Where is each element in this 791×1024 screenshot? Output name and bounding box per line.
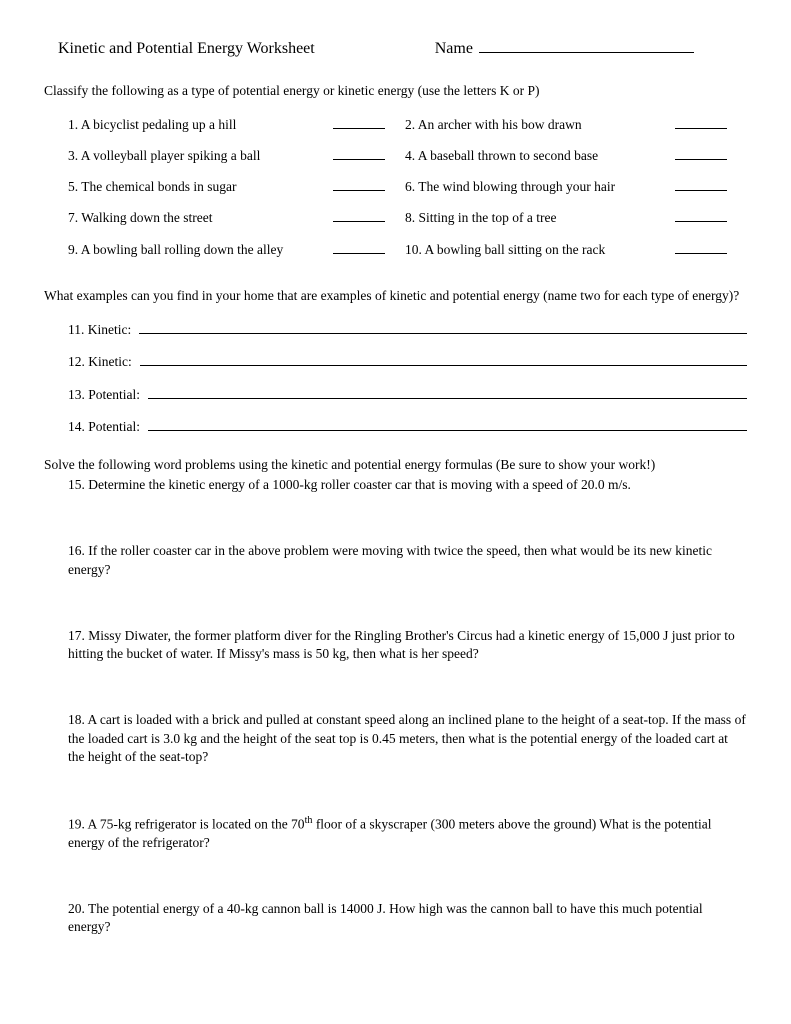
classify-item: 4. A baseball thrown to second base — [405, 147, 675, 165]
instruction-examples: What examples can you find in your home … — [44, 287, 747, 305]
fillin-blank-line[interactable] — [140, 354, 747, 366]
fillin-label: 14. Potential: — [68, 418, 140, 436]
answer-blank[interactable] — [333, 210, 385, 222]
answer-blank[interactable] — [675, 148, 727, 160]
instruction-classify: Classify the following as a type of pote… — [44, 82, 747, 100]
fillin-list: 11. Kinetic: 12. Kinetic: 13. Potential: 14… — [68, 321, 747, 436]
fillin-blank-line[interactable] — [148, 419, 747, 431]
classify-item: 7. Walking down the street — [68, 209, 333, 227]
classify-item: 2. An archer with his bow drawn — [405, 116, 675, 134]
classify-item: 5. The chemical bonds in sugar — [68, 178, 333, 196]
fillin-row: 14. Potential: — [68, 418, 747, 436]
fillin-row: 12. Kinetic: — [68, 353, 747, 371]
worksheet-page: Kinetic and Potential Energy Worksheet N… — [0, 0, 791, 1024]
classify-item: 6. The wind blowing through your hair — [405, 178, 675, 196]
word-problem-item: 18. A cart is loaded with a brick and pu… — [68, 711, 747, 766]
fillin-label: 11. Kinetic: — [68, 321, 131, 339]
fillin-label: 13. Potential: — [68, 386, 140, 404]
word-problem-item: 20. The potential energy of a 40-kg cann… — [68, 900, 747, 936]
fillin-blank-line[interactable] — [148, 387, 747, 399]
answer-blank[interactable] — [333, 117, 385, 129]
fillin-blank-line[interactable] — [139, 322, 747, 334]
word-problem-item: 15. Determine the kinetic energy of a 10… — [68, 476, 747, 494]
classify-item: 10. A bowling ball sitting on the rack — [405, 241, 675, 259]
answer-blank[interactable] — [675, 117, 727, 129]
fillin-label: 12. Kinetic: — [68, 353, 132, 371]
name-label: Name — [435, 38, 473, 60]
word-problem-item: 16. If the roller coaster car in the abo… — [68, 542, 747, 578]
answer-blank[interactable] — [333, 148, 385, 160]
answer-blank[interactable] — [675, 210, 727, 222]
fillin-row: 13. Potential: — [68, 386, 747, 404]
classify-item: 9. A bowling ball rolling down the alley — [68, 241, 333, 259]
classify-row: 7. Walking down the street 8. Sitting in … — [68, 209, 747, 227]
word-problem-list: 15. Determine the kinetic energy of a 10… — [68, 476, 747, 936]
classify-row: 9. A bowling ball rolling down the alley… — [68, 241, 747, 259]
classify-item: 8. Sitting in the top of a tree — [405, 209, 675, 227]
classify-item: 3. A volleyball player spiking a ball — [68, 147, 333, 165]
classify-row: 1. A bicyclist pedaling up a hill 2. An a… — [68, 116, 747, 134]
fillin-row: 11. Kinetic: — [68, 321, 747, 339]
answer-blank[interactable] — [675, 179, 727, 191]
classify-row: 3. A volleyball player spiking a ball 4. … — [68, 147, 747, 165]
header-row: Kinetic and Potential Energy Worksheet N… — [44, 38, 747, 60]
classify-item: 1. A bicyclist pedaling up a hill — [68, 116, 333, 134]
classify-row: 5. The chemical bonds in sugar 6. The win… — [68, 178, 747, 196]
name-blank-line[interactable] — [479, 39, 694, 53]
instruction-word-problems: Solve the following word problems using … — [44, 456, 747, 474]
answer-blank[interactable] — [675, 242, 727, 254]
answer-blank[interactable] — [333, 242, 385, 254]
classify-grid: 1. A bicyclist pedaling up a hill 2. An a… — [68, 116, 747, 259]
word-problem-item: 17. Missy Diwater, the former platform d… — [68, 627, 747, 663]
page-title: Kinetic and Potential Energy Worksheet — [58, 38, 315, 60]
answer-blank[interactable] — [333, 179, 385, 191]
word-problem-item: 19. A 75-kg refrigerator is located on t… — [68, 814, 747, 852]
